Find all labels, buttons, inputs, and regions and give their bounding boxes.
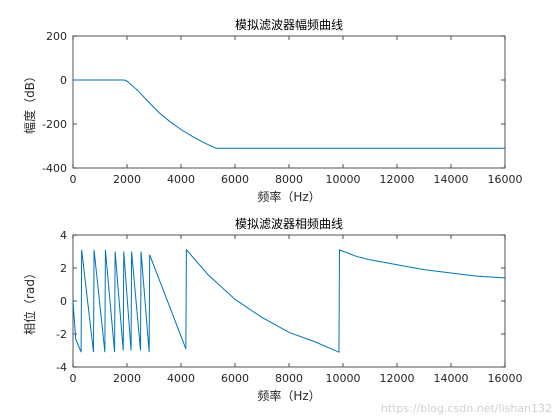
phase-y-tick-label: 4 [60,229,67,242]
phase-x-tick-label: 12000 [380,372,415,385]
phase-x-tick-label: 14000 [434,372,469,385]
phase-plot-area [72,234,506,368]
watermark-text: https://blog.csdn.net/lishan132 [381,402,552,415]
phase-x-tick-label: 0 [70,372,77,385]
phase-y-tick-label: 0 [60,295,67,308]
magnitude-y-tick-label: 0 [60,74,67,87]
phase-y-tick-label: -2 [56,328,67,341]
phase-y-tick-label: 2 [60,262,67,275]
magnitude-chart: 0 2000 4000 6000 8000 10000 12000 14000 16000-40… [22,17,523,204]
magnitude-x-tick-label: 8000 [275,173,303,186]
magnitude-x-axis-label: 频率（Hz） [257,189,320,204]
magnitude-x-tick-label: 12000 [380,173,415,186]
magnitude-y-axis-label: 幅度（dB） [22,70,37,134]
magnitude-y-tick-label: -200 [42,118,67,131]
magnitude-x-tick-label: 2000 [113,173,141,186]
magnitude-plot-area [72,35,506,169]
phase-x-tick-label: 8000 [275,372,303,385]
magnitude-x-tick-label: 6000 [221,173,249,186]
magnitude-x-tick-label: 14000 [434,173,469,186]
phase-x-tick-label: 16000 [488,372,523,385]
magnitude-x-tick-label: 0 [70,173,77,186]
phase-x-tick-label: 2000 [113,372,141,385]
phase-x-axis-label: 频率（Hz） [257,388,320,403]
phase-chart: 0 2000 4000 6000 8000 10000 12000 14000 16000 -4 -… [22,217,523,403]
phase-series-line-0 [72,248,506,353]
magnitude-x-tick-label: 16000 [488,173,523,186]
phase-chart-title: 模拟滤波器相频曲线 [235,217,343,231]
phase-x-tick-label: 6000 [221,372,249,385]
phase-y-axis-label: 相位（rad） [22,267,37,335]
magnitude-chart-title: 模拟滤波器幅频曲线 [235,17,343,32]
magnitude-x-tick-label: 10000 [326,173,361,186]
magnitude-series-line-0 [73,79,505,149]
phase-x-tick-label: 4000 [167,372,195,385]
magnitude-y-tick-label: 200 [46,30,67,43]
phase-x-tick-label: 10000 [326,372,361,385]
magnitude-x-tick-label: 4000 [167,173,195,186]
magnitude-y-tick-label: -400 [42,162,67,175]
phase-y-tick-label: -4 [56,361,67,374]
